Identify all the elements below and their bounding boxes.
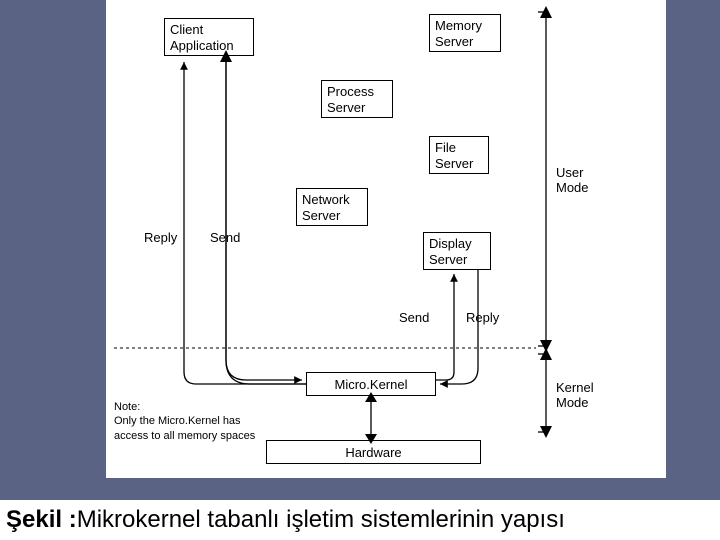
box-display-line1: Display — [429, 236, 472, 251]
box-display: Display Server — [423, 232, 491, 270]
box-hardware: Hardware — [266, 440, 481, 464]
box-network-line2: Server — [302, 208, 340, 223]
box-display-line2: Server — [429, 252, 467, 267]
diagram-panel: Client Application Memory Server Process… — [106, 0, 666, 478]
label-reply-left: Reply — [144, 230, 177, 245]
label-user-mode-l1: User — [556, 165, 583, 180]
caption-bold: Şekil : — [6, 506, 77, 534]
box-microkernel-text: Micro.Kernel — [335, 377, 408, 392]
label-user-mode-l2: Mode — [556, 180, 589, 195]
box-process-line1: Process — [327, 84, 374, 99]
label-send-left: Send — [210, 230, 240, 245]
box-client: Client Application — [164, 18, 254, 56]
box-process-line2: Server — [327, 100, 365, 115]
box-process: Process Server — [321, 80, 393, 118]
box-network: Network Server — [296, 188, 368, 226]
caption-bar: Şekil : Mikrokernel tabanlı işletim sist… — [0, 500, 720, 540]
box-client-line2: Application — [170, 38, 234, 53]
note-l1: Note: — [114, 401, 140, 413]
note-l3: access to all memory spaces — [114, 430, 255, 442]
label-kernel-mode: Kernel Mode — [556, 380, 594, 410]
label-user-mode: User Mode — [556, 165, 589, 195]
note-text: Note: Only the Micro.Kernel has access t… — [114, 400, 255, 443]
box-memory: Memory Server — [429, 14, 501, 52]
label-kernel-mode-l2: Mode — [556, 395, 589, 410]
box-network-line1: Network — [302, 192, 350, 207]
note-l2: Only the Micro.Kernel has — [114, 415, 241, 427]
box-file-line1: File — [435, 140, 456, 155]
label-send-right: Send — [399, 310, 429, 325]
label-kernel-mode-l1: Kernel — [556, 380, 594, 395]
box-microkernel: Micro.Kernel — [306, 372, 436, 396]
box-file: File Server — [429, 136, 489, 174]
box-client-line1: Client — [170, 22, 203, 37]
box-memory-line2: Server — [435, 34, 473, 49]
box-memory-line1: Memory — [435, 18, 482, 33]
box-hardware-text: Hardware — [345, 445, 401, 460]
label-reply-right: Reply — [466, 310, 499, 325]
box-file-line2: Server — [435, 156, 473, 171]
caption-rest: Mikrokernel tabanlı işletim sistemlerini… — [77, 506, 565, 534]
